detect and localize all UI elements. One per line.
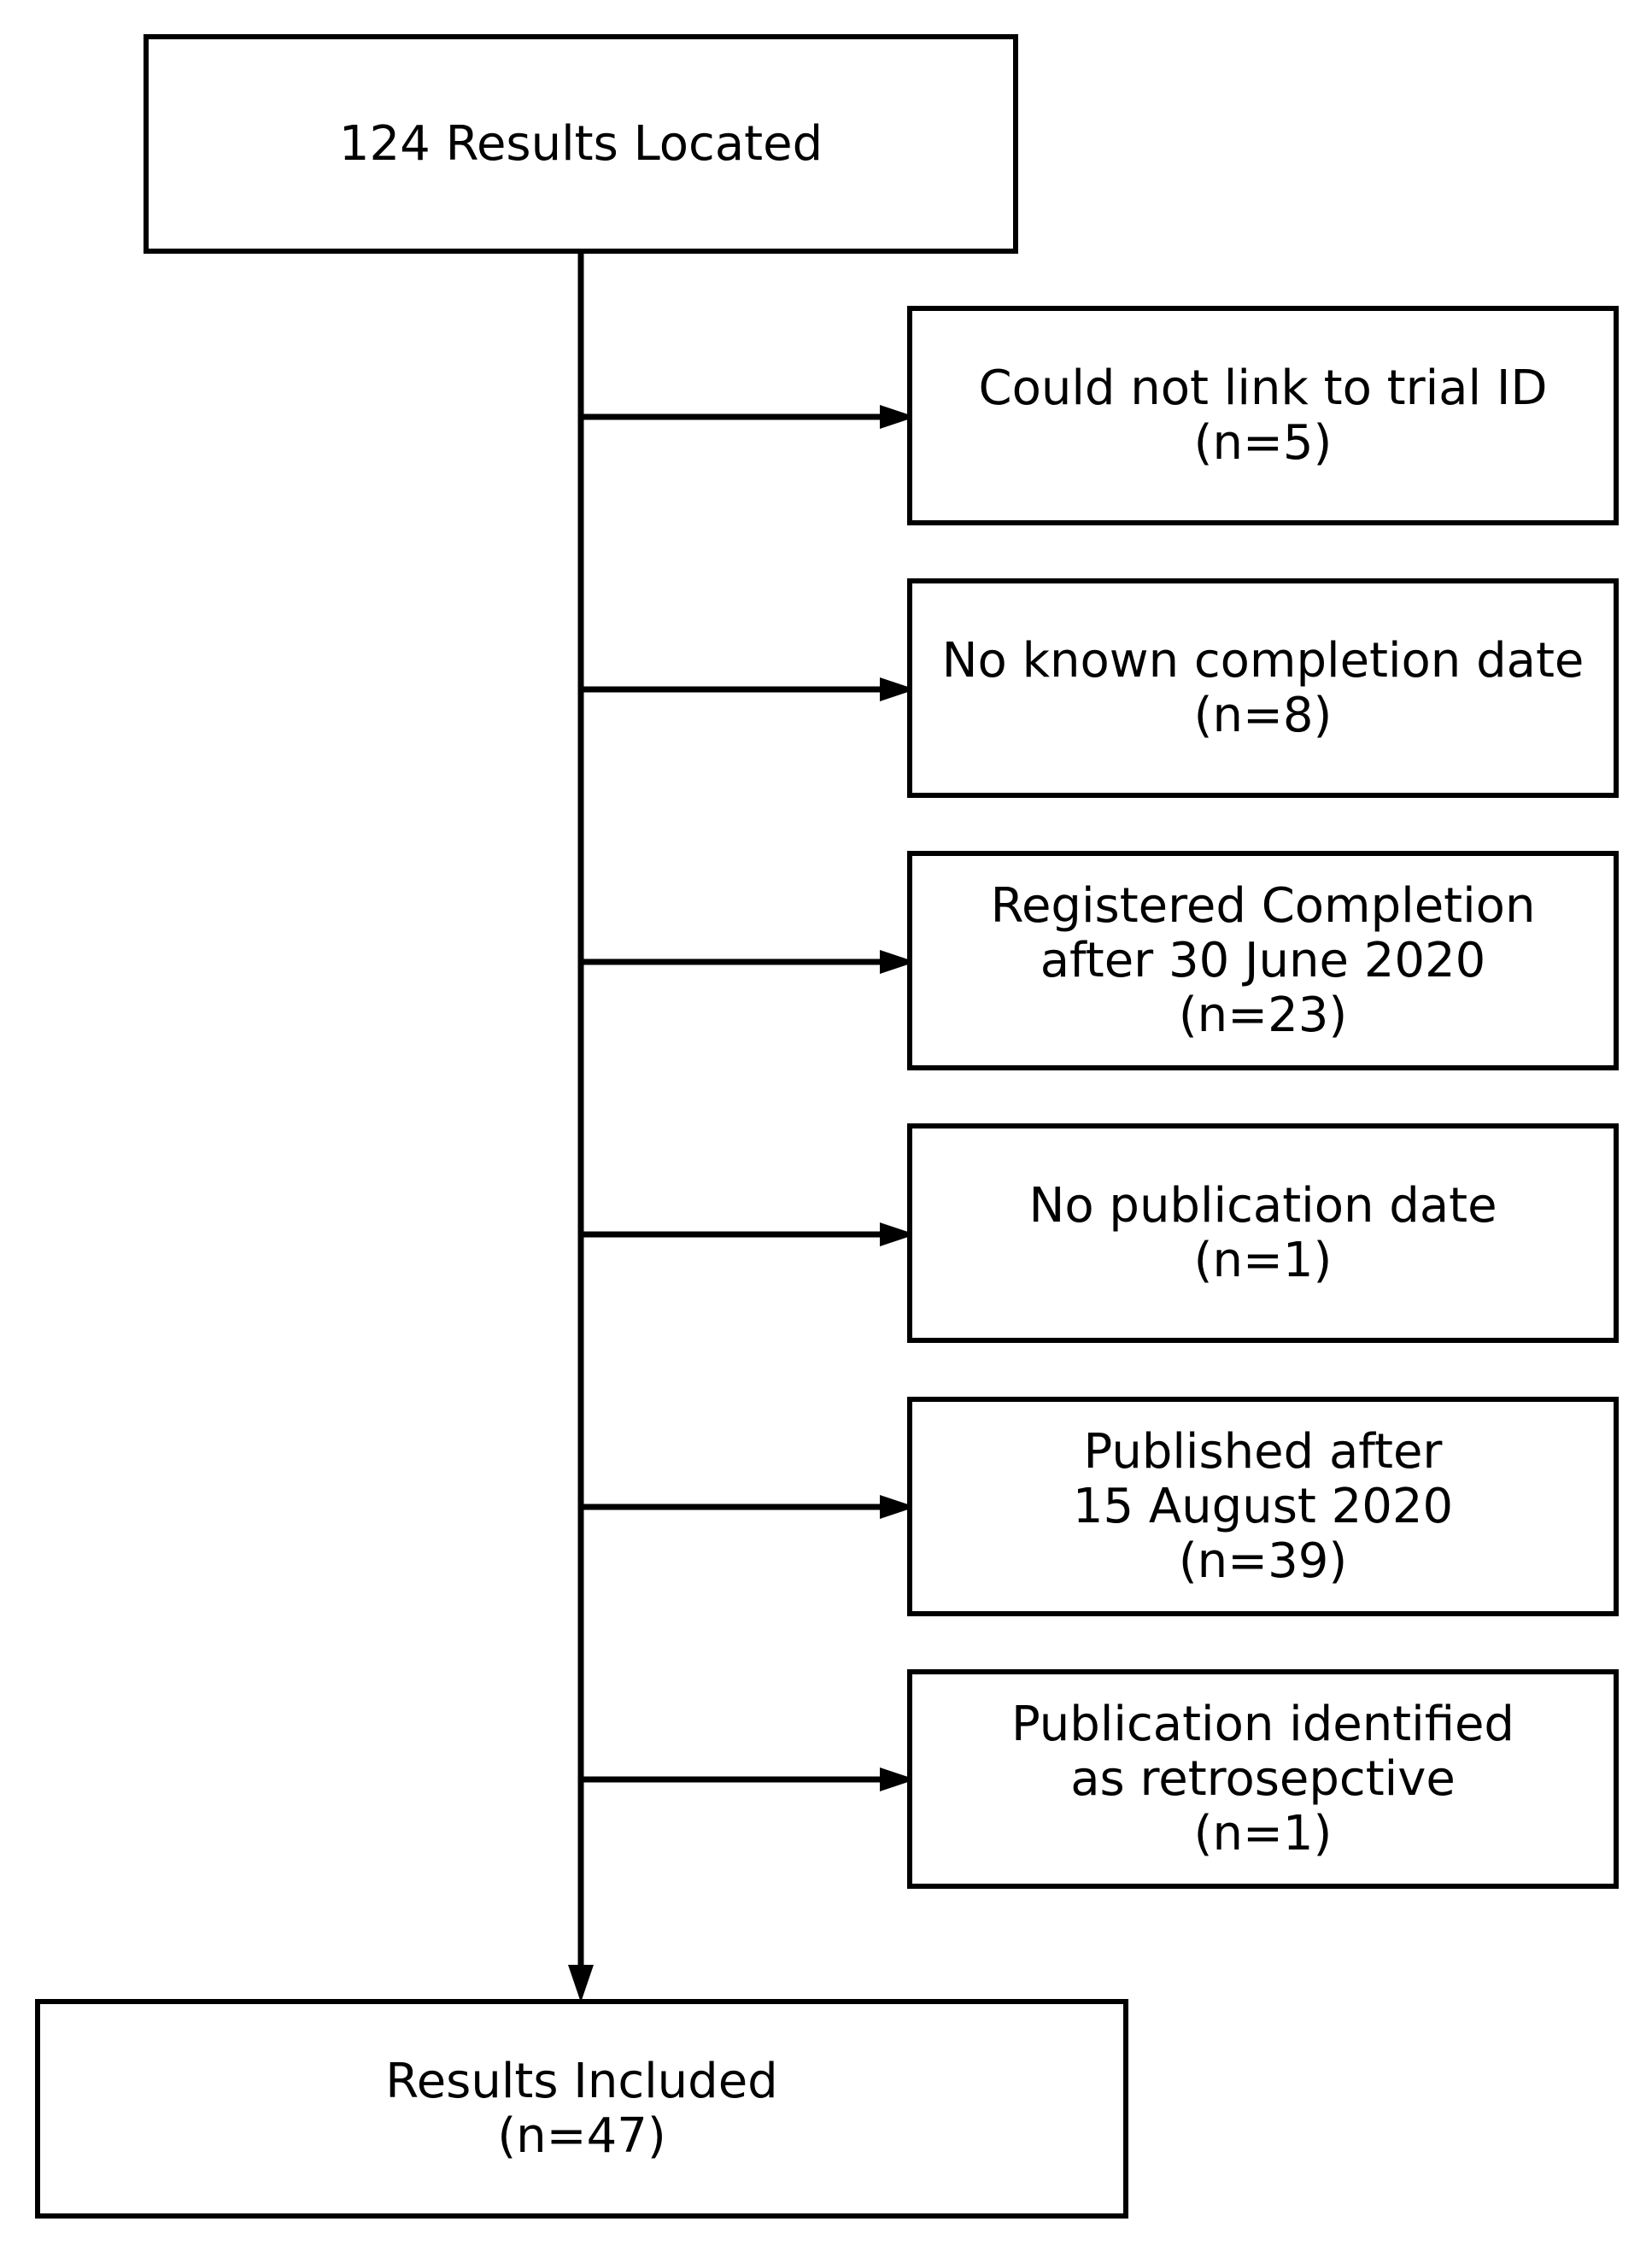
exclusion-reason: Publication identified	[1011, 1696, 1514, 1752]
exclusion-box-published-after-august: Published after 15 August 2020 (n=39)	[907, 1397, 1619, 1616]
exclusion-reason: No known completion date	[941, 632, 1585, 689]
results-included-label: Results Included	[385, 2053, 778, 2109]
exclusion-count: (n=39)	[1178, 1533, 1348, 1589]
exclusion-count: (n=8)	[1193, 687, 1333, 743]
exclusion-count: (n=1)	[1193, 1805, 1333, 1861]
results-located-box: 124 Results Located	[144, 34, 1018, 254]
exclusion-count: (n=5)	[1193, 414, 1333, 471]
branch-arrow-3	[581, 950, 916, 974]
main-trunk-arrowhead	[568, 1965, 594, 2002]
branch-arrow-4	[581, 1222, 916, 1246]
results-located-label: 124 Results Located	[338, 115, 823, 172]
exclusion-reason: Could not link to trial ID	[978, 360, 1548, 416]
exclusion-reason: Published after	[1083, 1423, 1443, 1480]
exclusion-reason-continued: 15 August 2020	[1072, 1478, 1454, 1534]
exclusion-box-completion-after-june: Registered Completion after 30 June 2020…	[907, 851, 1619, 1070]
branch-arrow-5	[581, 1495, 916, 1519]
exclusion-box-no-trial-id: Could not link to trial ID (n=5)	[907, 306, 1619, 525]
exclusion-reason: No publication date	[1028, 1177, 1497, 1234]
exclusion-box-no-completion-date: No known completion date (n=8)	[907, 578, 1619, 798]
exclusion-box-retrospective: Publication identified as retrosepctive …	[907, 1669, 1619, 1889]
results-included-count: (n=47)	[497, 2107, 666, 2164]
exclusion-count: (n=1)	[1193, 1232, 1333, 1288]
exclusion-count: (n=23)	[1178, 987, 1348, 1043]
exclusion-reason-continued: as retrosepctive	[1070, 1750, 1456, 1807]
exclusion-reason-continued: after 30 June 2020	[1040, 932, 1486, 988]
exclusion-box-no-publication-date: No publication date (n=1)	[907, 1123, 1619, 1343]
branch-arrow-1	[581, 405, 916, 429]
results-included-box: Results Included (n=47)	[35, 1999, 1128, 2219]
exclusion-reason: Registered Completion	[990, 877, 1536, 934]
branch-arrow-2	[581, 677, 916, 701]
branch-arrow-6	[581, 1767, 916, 1791]
